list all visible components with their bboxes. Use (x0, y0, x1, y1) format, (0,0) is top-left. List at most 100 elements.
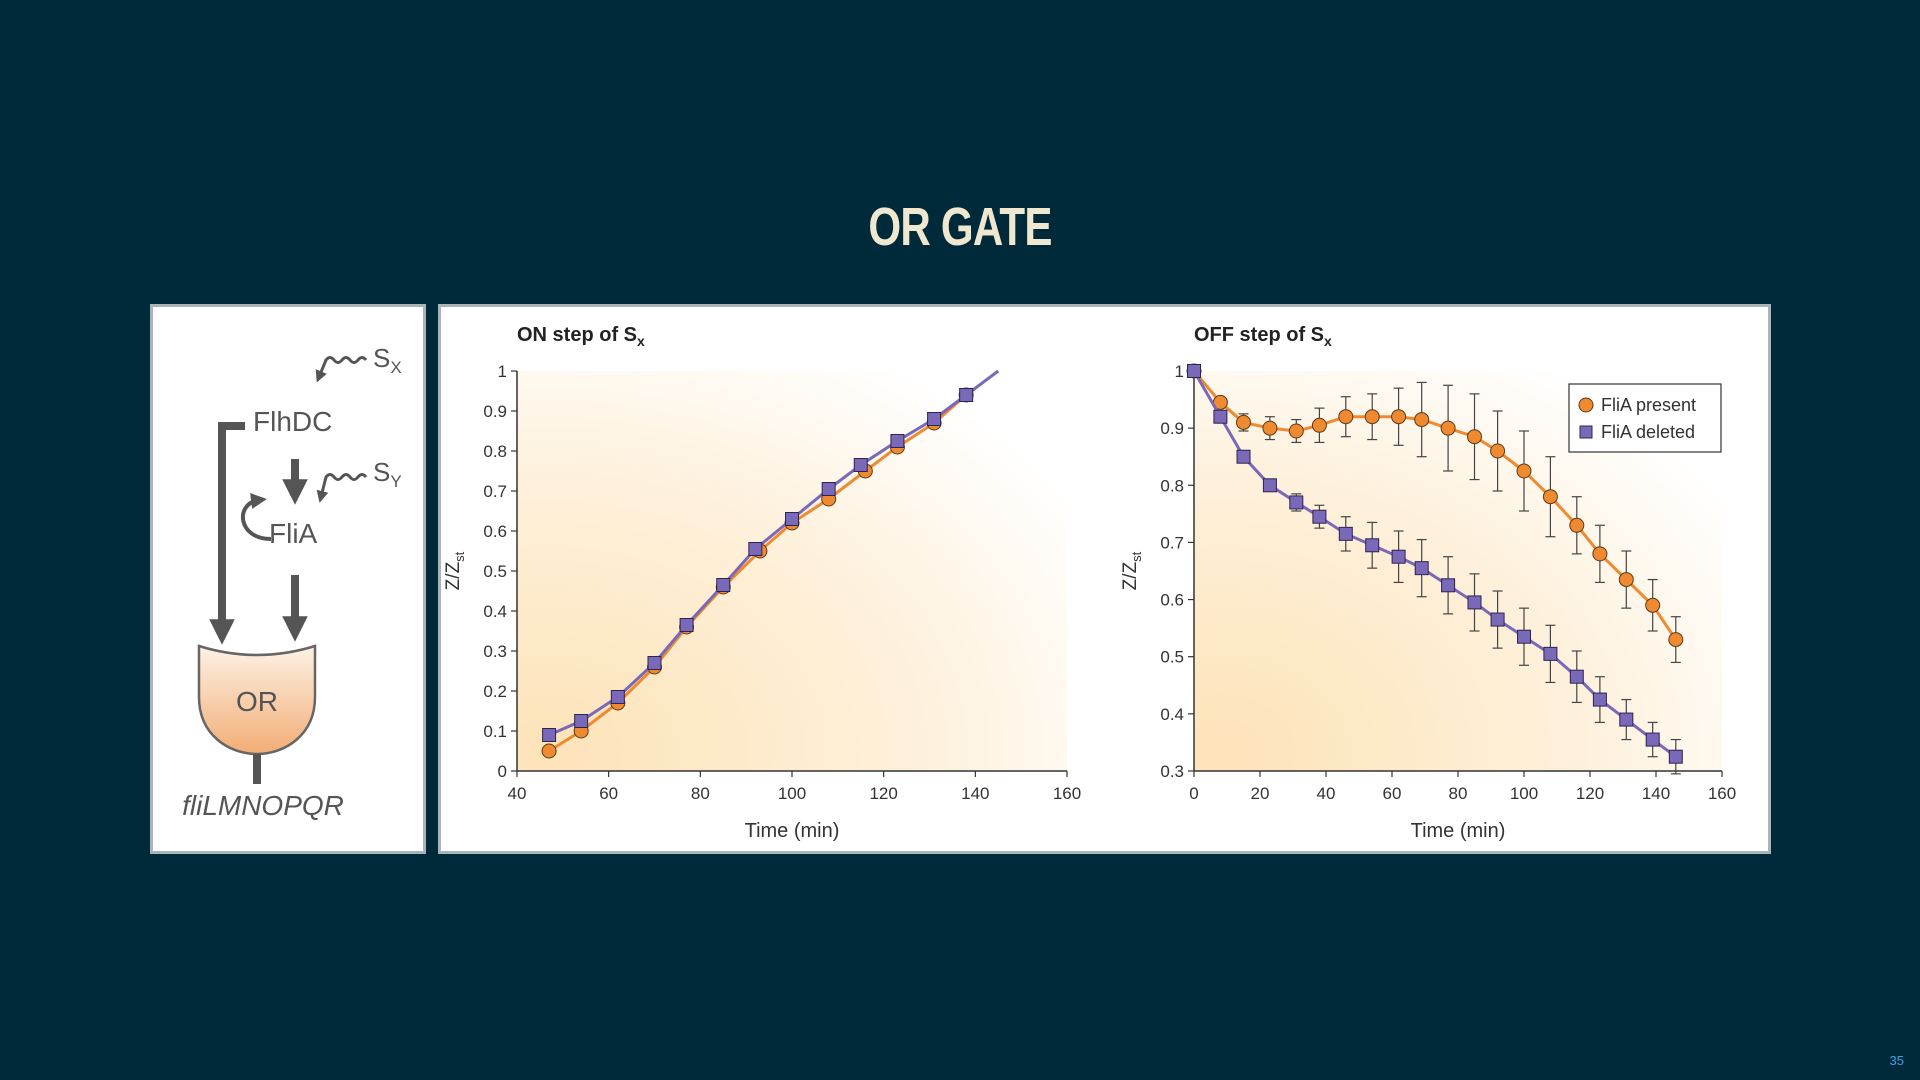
data-point (1517, 629, 1531, 644)
data-point (1338, 409, 1354, 425)
data-point (1645, 732, 1660, 747)
data-point (1668, 632, 1684, 648)
y-tick-label: 1 (1175, 362, 1184, 381)
or-gate-shape (197, 644, 317, 756)
y-tick-label: 0.1 (483, 722, 507, 741)
y-tick-label: 0.7 (483, 482, 507, 501)
slide-title: OR GATE (868, 197, 1052, 257)
y-tick-label: 0.9 (1160, 419, 1184, 438)
page-number: 35 (1889, 1053, 1904, 1068)
y-tick-label: 0.8 (1160, 476, 1184, 495)
flia-label: FliA (269, 518, 318, 549)
data-point (1262, 420, 1278, 436)
data-point (1467, 595, 1482, 610)
y-tick-label: 0 (498, 762, 507, 781)
y-tick-label: 0.3 (483, 642, 507, 661)
x-tick-label: 60 (1383, 784, 1402, 803)
y-axis-label: Z/Zst (1120, 551, 1144, 590)
data-point (1414, 412, 1430, 428)
data-point (1262, 478, 1277, 493)
data-point (1490, 443, 1506, 459)
chart-title: ON step of Sx (517, 324, 645, 349)
legend-marker (1579, 425, 1593, 439)
series-2 (542, 369, 1000, 742)
data-point (1187, 364, 1201, 378)
data-point (610, 690, 625, 704)
flhdc-label: FlhDC (253, 406, 332, 437)
y-axis-label: Z/Zst (443, 551, 467, 590)
x-tick-label: 140 (961, 784, 989, 803)
data-point (1391, 549, 1406, 564)
y-tick-label: 0.9 (483, 402, 507, 421)
data-point (1569, 669, 1584, 684)
data-point (679, 618, 694, 632)
x-axis-label: Time (min) (1411, 820, 1506, 842)
x-tick-label: 100 (1510, 784, 1538, 803)
charts-panel: ON step of Sx 40 60 80 100 120 140 160 0 0.1 0.2 0.… (438, 304, 1771, 854)
input-sy-arrow (316, 473, 368, 503)
data-point (1365, 538, 1380, 553)
legend-label: FliA present (1601, 395, 1696, 415)
data-point (1213, 409, 1228, 424)
y-tick-label: 0.2 (483, 682, 507, 701)
data-point (1311, 417, 1327, 433)
data-point (1619, 712, 1634, 727)
x-tick-label: 20 (1251, 784, 1270, 803)
data-point (716, 578, 731, 592)
data-point (1288, 423, 1304, 439)
x-tick-label: 80 (691, 784, 710, 803)
data-point (542, 728, 557, 742)
data-point (1440, 420, 1456, 436)
y-tick-label: 0.4 (1160, 705, 1184, 724)
chart-2: OFF step of Sx 0 20 40 60 80 100 120 140 160 0.3 0.… (1120, 324, 1736, 842)
x-tick-label: 60 (599, 784, 618, 803)
x-tick-label: 100 (778, 784, 806, 803)
input-sx-label: SX (373, 343, 402, 377)
regulatory-diagram-panel: SX FlhDC SY FliA OR fliLMNOPQR (150, 304, 426, 854)
data-point (1236, 449, 1251, 464)
x-tick-label: 160 (1053, 784, 1081, 803)
data-point (748, 542, 763, 556)
y-tick-label: 0.5 (483, 562, 507, 581)
data-point (1592, 546, 1608, 562)
data-point (1569, 517, 1585, 533)
x-tick-label: 160 (1708, 784, 1736, 803)
data-point (1467, 429, 1482, 445)
x-tick-label: 80 (1449, 784, 1468, 803)
data-point (853, 458, 868, 472)
x-tick-label: 40 (1317, 784, 1336, 803)
y-tick-label: 0.6 (483, 522, 507, 541)
output-operon-label: fliLMNOPQR (182, 790, 344, 821)
legend-label: FliA deleted (1601, 422, 1695, 442)
flhdc-to-or-arrow (209, 422, 245, 645)
y-tick-label: 0.7 (1160, 533, 1184, 552)
y-tick-label: 1 (498, 362, 507, 381)
data-point (1592, 692, 1607, 707)
data-point (1490, 612, 1505, 627)
legend-box (1568, 383, 1722, 453)
data-point (1289, 495, 1304, 510)
series-flia-present (1186, 363, 1684, 664)
legend-marker (1578, 397, 1594, 413)
chart-title: OFF step of Sx (1194, 324, 1332, 349)
y-tick-label: 0.3 (1160, 762, 1184, 781)
x-tick-label: 0 (1189, 784, 1198, 803)
data-point (1668, 749, 1683, 764)
y-tick-label: 0.4 (483, 602, 507, 621)
data-point (890, 434, 905, 448)
data-point (1338, 526, 1353, 541)
data-point (1441, 578, 1456, 593)
x-tick-label: 140 (1642, 784, 1670, 803)
input-sy-label: SY (373, 457, 402, 491)
data-point (927, 412, 942, 426)
data-point (1543, 646, 1558, 661)
chart-legend: FliA present FliA deleted (1568, 383, 1722, 453)
or-gate-label: OR (236, 686, 278, 717)
data-point (785, 512, 799, 526)
flia-autoregulation-arrow (241, 493, 272, 541)
data-point (1391, 409, 1407, 425)
data-point (1516, 463, 1532, 479)
data-point (1236, 414, 1251, 430)
y-tick-label: 0.8 (483, 442, 507, 461)
